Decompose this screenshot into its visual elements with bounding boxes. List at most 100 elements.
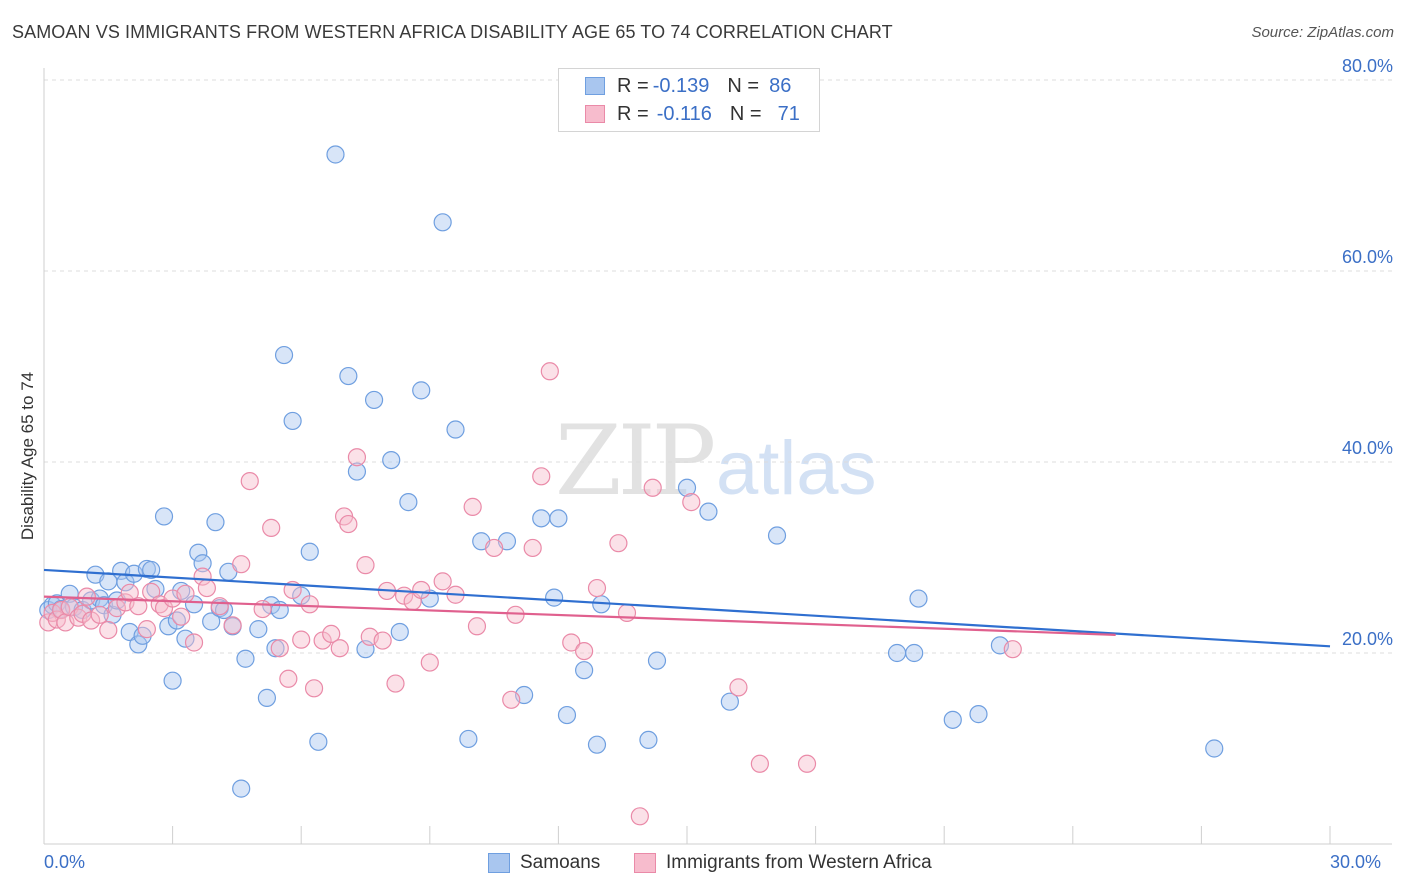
chart-title: SAMOAN VS IMMIGRANTS FROM WESTERN AFRICA… xyxy=(12,22,893,42)
western-africa-point xyxy=(210,597,229,616)
western-africa-point xyxy=(412,580,431,600)
y-tick-label: 40.0% xyxy=(1342,438,1393,458)
samoans-point xyxy=(545,588,564,607)
western-africa-point xyxy=(540,362,559,381)
western-africa-point xyxy=(300,595,319,614)
samoans-point xyxy=(1205,739,1224,758)
samoans-point xyxy=(347,462,367,481)
samoans-point xyxy=(163,671,182,690)
western-africa-point xyxy=(587,578,607,598)
samoans-point xyxy=(909,589,928,608)
western-africa-point xyxy=(90,605,109,624)
series-swatch-samoans xyxy=(488,853,510,873)
western-africa-point xyxy=(682,493,701,512)
western-africa-point xyxy=(630,807,649,826)
western-africa-point xyxy=(356,556,375,575)
samoans-point xyxy=(557,705,577,725)
western-africa-point xyxy=(562,633,581,652)
western-africa-point xyxy=(129,597,148,616)
western-africa-point xyxy=(77,587,96,606)
samoans-point xyxy=(677,478,697,497)
legend-n-value: 71 xyxy=(777,102,800,125)
western-africa-point xyxy=(99,620,118,640)
western-africa-point xyxy=(120,583,139,602)
western-africa-point xyxy=(322,624,341,644)
samoans-point xyxy=(283,411,302,431)
samoans-point xyxy=(433,213,452,232)
samoans-point xyxy=(193,554,212,573)
samoans-point xyxy=(176,629,195,648)
western-africa-point xyxy=(575,641,594,661)
samoans-point xyxy=(257,688,277,707)
legend-r-value: -0.139 xyxy=(652,74,710,97)
western-africa-point xyxy=(617,603,637,622)
samoans-point xyxy=(446,420,465,439)
samoans-point xyxy=(189,543,208,562)
watermark-atlas: atlas xyxy=(716,426,877,511)
western-africa-point xyxy=(532,467,551,486)
samoans-point xyxy=(390,622,409,642)
samoans-point xyxy=(142,560,161,580)
western-africa-point xyxy=(643,478,662,497)
western-africa-point xyxy=(304,679,324,698)
samoans-point xyxy=(236,649,255,668)
western-africa-point xyxy=(253,599,272,619)
legend-n-label: N = xyxy=(727,74,760,97)
western-africa-point xyxy=(729,678,748,697)
samoans-point xyxy=(720,692,739,711)
samoans-point xyxy=(382,450,401,470)
series-legend: Samoans Immigrants from Western Africa xyxy=(0,852,1406,876)
samoans-point xyxy=(232,779,251,798)
series-legend-samoans[interactable]: Samoans xyxy=(488,852,600,874)
samoans-point xyxy=(364,390,384,410)
samoans-point xyxy=(309,732,328,751)
western-africa-point xyxy=(373,631,392,650)
western-africa-point xyxy=(262,518,281,537)
source-label: Source: ZipAtlas.com xyxy=(1251,24,1394,41)
western-africa-point xyxy=(240,472,259,491)
legend-r-value: -0.116 xyxy=(656,102,712,125)
samoans-point xyxy=(532,509,551,528)
samoans-point xyxy=(129,635,148,654)
legend-swatch-samoans xyxy=(585,77,605,95)
samoans-point xyxy=(266,639,285,658)
western-africa-point xyxy=(506,605,525,624)
legend-r-label: R = xyxy=(617,102,649,125)
samoans-point xyxy=(969,705,988,724)
x-tick-label-max: 30.0% xyxy=(1330,852,1382,872)
stats-legend: R = -0.139 N = 86 R = -0.116 N = 71 xyxy=(558,68,820,132)
legend-r-label: R = xyxy=(617,74,649,97)
samoans-point xyxy=(274,345,294,365)
western-africa-point xyxy=(1003,640,1022,659)
western-africa-point xyxy=(197,578,216,598)
samoans-point xyxy=(326,145,345,164)
samoans-point xyxy=(943,710,962,729)
western-africa-point xyxy=(330,639,349,658)
western-africa-point xyxy=(172,607,191,626)
samoans-point xyxy=(587,735,607,754)
samoans-point xyxy=(647,651,667,670)
samoans-point xyxy=(249,620,268,639)
western-africa-point xyxy=(279,669,298,688)
samoans-point xyxy=(399,493,418,512)
western-africa-point xyxy=(137,620,156,639)
western-africa-point xyxy=(750,754,769,773)
western-africa-point xyxy=(420,653,439,672)
western-africa-point xyxy=(433,572,452,591)
legend-n-label: N = xyxy=(729,102,762,125)
series-legend-western-africa[interactable]: Immigrants from Western Africa xyxy=(634,852,932,874)
samoans-point xyxy=(154,507,174,526)
western-africa-point xyxy=(609,534,628,553)
samoans-point xyxy=(699,502,718,521)
western-africa-point xyxy=(270,639,289,658)
legend-row-western-africa: R = -0.116 N = 71 xyxy=(585,101,800,127)
legend-swatch-western-africa xyxy=(585,105,605,123)
western-africa-point xyxy=(347,448,367,467)
series-legend-label: Samoans xyxy=(520,852,601,873)
watermark-zip: ZIP xyxy=(555,405,716,517)
western-africa-point xyxy=(184,633,204,652)
y-tick-label: 60.0% xyxy=(1342,247,1393,267)
samoans-point xyxy=(767,526,787,545)
samoans-point xyxy=(549,509,568,528)
